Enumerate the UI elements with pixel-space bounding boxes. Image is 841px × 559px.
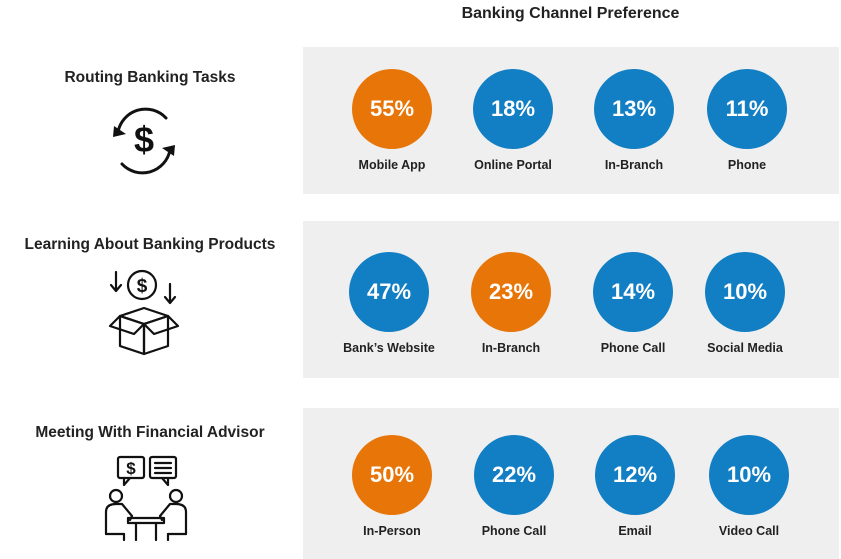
svg-text:$: $ [137, 276, 148, 297]
channel-label-r1-2: Online Portal [474, 158, 552, 172]
channel-label-r3-4: Video Call [718, 524, 780, 538]
svg-text:$: $ [126, 459, 136, 478]
channel-label-r3-1: In-Person [363, 524, 421, 538]
svg-text:$: $ [134, 119, 154, 160]
channel-label-r2-3: Phone Call [600, 341, 666, 355]
value-circle-r3-4: 10% [709, 435, 789, 515]
value-circle-r3-1: 50% [352, 435, 432, 515]
chart-title: Banking Channel Preference [461, 5, 680, 22]
row-label-advisor: Meeting With Financial Advisor [35, 424, 265, 441]
row-label-learning: Learning About Banking Products [24, 236, 276, 253]
channel-label-r2-1: Bank’s Website [343, 341, 435, 355]
channel-label-r1-4: Phone [727, 158, 767, 172]
value-circle-r1-4: 11% [707, 69, 787, 149]
value-circle-r2-3: 14% [593, 252, 673, 332]
value-circle-r3-2: 22% [474, 435, 554, 515]
value-circle-r2-2: 23% [471, 252, 551, 332]
channel-label-r3-3: Email [618, 524, 652, 538]
channel-label-r2-4: Social Media [707, 341, 783, 355]
value-circle-r1-3: 13% [594, 69, 674, 149]
money-box-icon: $ [108, 269, 180, 356]
dollar-cycle-icon: $ [113, 107, 175, 175]
channel-label-r1-1: Mobile App [358, 158, 426, 172]
value-circle-r2-1: 47% [349, 252, 429, 332]
value-circle-r2-4: 10% [705, 252, 785, 332]
row-label-routing: Routing Banking Tasks [64, 69, 236, 86]
channel-label-r1-3: In-Branch [604, 158, 664, 172]
channel-label-r3-2: Phone Call [481, 524, 547, 538]
value-circle-r3-3: 12% [595, 435, 675, 515]
channel-label-r2-2: In-Branch [481, 341, 541, 355]
value-circle-r1-1: 55% [352, 69, 432, 149]
advisor-meeting-icon: $ [104, 455, 188, 542]
value-circle-r1-2: 18% [473, 69, 553, 149]
